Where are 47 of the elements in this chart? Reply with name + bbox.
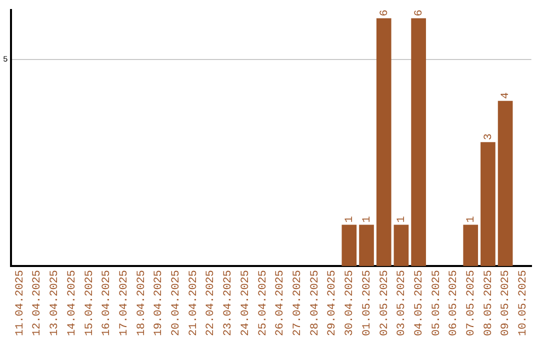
x-tick-label: 28.04.2025 bbox=[309, 270, 322, 336]
data-label: 6 bbox=[378, 10, 391, 16]
x-tick-label: 01.05.2025 bbox=[361, 270, 374, 336]
data-label: 1 bbox=[361, 216, 374, 223]
x-tick-label: 05.05.2025 bbox=[430, 270, 443, 336]
x-tick-label: 21.04.2025 bbox=[188, 270, 200, 336]
x-tick-label: 10.05.2025 bbox=[518, 270, 530, 336]
data-label: 3 bbox=[482, 134, 495, 140]
data-label: 1 bbox=[396, 216, 408, 223]
bar bbox=[498, 100, 513, 266]
x-tick-label: 11.04.2025 bbox=[14, 270, 26, 336]
x-tick-label: 24.04.2025 bbox=[240, 270, 252, 336]
x-tick-label: 07.05.2025 bbox=[466, 270, 478, 336]
x-tick-label: 04.05.2025 bbox=[413, 270, 426, 336]
x-tick-label: 30.04.2025 bbox=[344, 270, 356, 336]
x-tick-label: 22.04.2025 bbox=[205, 270, 218, 336]
x-tick-label: 09.05.2025 bbox=[500, 270, 512, 336]
x-tick-label: 20.04.2025 bbox=[170, 270, 183, 336]
x-tick-label: 23.04.2025 bbox=[222, 270, 235, 336]
x-tick-label: 25.04.2025 bbox=[257, 270, 270, 336]
x-tick-label: 27.04.2025 bbox=[292, 270, 304, 336]
bar bbox=[342, 224, 357, 266]
x-tick-label: 16.04.2025 bbox=[101, 270, 114, 336]
bar bbox=[394, 224, 409, 266]
bar bbox=[359, 224, 374, 266]
bar bbox=[411, 18, 426, 266]
x-tick-label: 08.05.2025 bbox=[482, 270, 495, 336]
x-tick-label: 14.04.2025 bbox=[66, 270, 78, 336]
x-tick-label: 19.04.2025 bbox=[153, 270, 166, 336]
x-tick-label: 06.05.2025 bbox=[448, 270, 460, 336]
x-tick-label: 17.04.2025 bbox=[118, 270, 130, 336]
data-label: 4 bbox=[500, 92, 512, 99]
x-tick-label: 13.04.2025 bbox=[49, 270, 62, 336]
bar bbox=[376, 18, 392, 266]
x-tick-label: 12.04.2025 bbox=[32, 270, 44, 336]
x-tick-label: 15.04.2025 bbox=[84, 270, 96, 336]
bar bbox=[480, 142, 496, 266]
data-label: 1 bbox=[344, 216, 356, 223]
bar bbox=[463, 224, 478, 266]
data-label: 6 bbox=[413, 10, 426, 16]
x-tick-label: 02.05.2025 bbox=[378, 270, 391, 336]
y-tick-label: 5 bbox=[2, 56, 8, 65]
x-tick-label: 29.04.2025 bbox=[326, 270, 339, 336]
data-label: 1 bbox=[466, 216, 478, 223]
x-tick-label: 18.04.2025 bbox=[136, 270, 148, 336]
x-tick-label: 03.05.2025 bbox=[396, 270, 408, 336]
x-tick-label: 26.04.2025 bbox=[274, 270, 287, 336]
